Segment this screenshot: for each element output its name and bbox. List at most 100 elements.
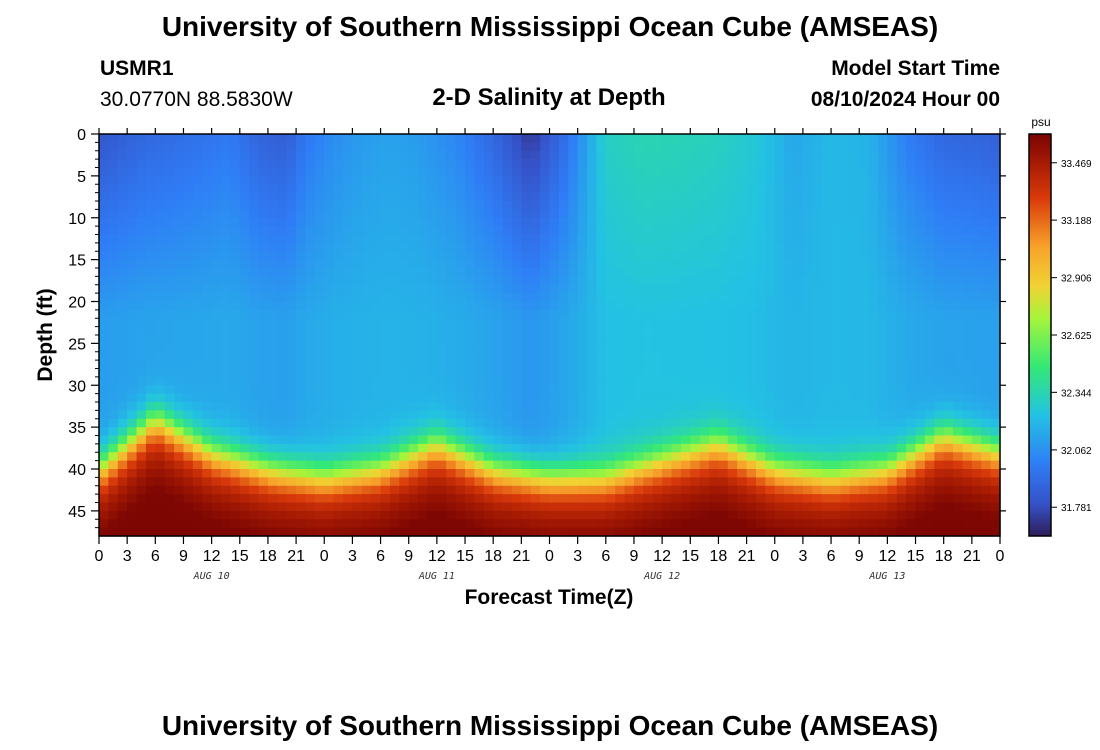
heatmap-cell (361, 150, 372, 160)
heatmap-cell (249, 318, 260, 328)
heatmap-cell (352, 527, 363, 537)
heatmap-cell (943, 276, 954, 286)
heatmap-cell (953, 393, 964, 403)
heatmap-cell (633, 510, 644, 520)
heatmap-cell (924, 393, 935, 403)
heatmap-cell (690, 217, 701, 227)
heatmap-cell (324, 301, 335, 311)
heatmap-cell (793, 469, 804, 478)
heatmap-cell (474, 452, 485, 462)
heatmap-cell (427, 226, 438, 236)
heatmap-cell (971, 192, 982, 202)
heatmap-cell (249, 393, 260, 403)
heatmap-cell (202, 293, 213, 303)
heatmap-cell (981, 284, 992, 294)
heatmap-cell (633, 175, 644, 185)
heatmap-cell (840, 368, 851, 378)
heatmap-cell (183, 259, 194, 269)
heatmap-cell (784, 192, 795, 202)
heatmap-cell (737, 150, 748, 160)
heatmap-cell (633, 209, 644, 219)
heatmap-cell (108, 301, 119, 311)
heatmap-cell (305, 301, 316, 311)
heatmap-cell (408, 175, 419, 185)
heatmap-cell (840, 443, 851, 453)
heatmap-cell (249, 134, 260, 143)
heatmap-cell (774, 326, 785, 336)
heatmap-cell (239, 318, 250, 328)
heatmap-cell (981, 427, 992, 437)
heatmap-cell (971, 376, 982, 386)
x-tick-label: 9 (179, 548, 188, 565)
heatmap-cell (577, 150, 588, 160)
heatmap-cell (718, 175, 729, 185)
heatmap-cell (305, 385, 316, 395)
heatmap-cell (971, 494, 982, 504)
heatmap-cell (821, 201, 832, 210)
heatmap-cell (502, 360, 513, 370)
heatmap-cell (587, 494, 598, 504)
heatmap-cell (953, 293, 964, 303)
heatmap-cell (943, 175, 954, 185)
heatmap-cell (840, 201, 851, 210)
heatmap-cell (699, 393, 710, 403)
heatmap-cell (389, 201, 400, 210)
heatmap-cell (962, 510, 973, 520)
heatmap-cell (812, 201, 823, 210)
heatmap-cell (371, 435, 382, 445)
heatmap-cell (906, 259, 917, 269)
heatmap-cell (953, 242, 964, 252)
heatmap-cell (699, 502, 710, 512)
heatmap-cell (333, 167, 344, 177)
heatmap-cell (549, 276, 560, 286)
heatmap-cell (934, 519, 945, 529)
heatmap-cell (371, 502, 382, 512)
heatmap-cell (380, 226, 391, 236)
heatmap-cell (474, 134, 485, 143)
heatmap-cell (887, 276, 898, 286)
heatmap-cell (924, 209, 935, 219)
heatmap-cell (549, 368, 560, 378)
colorbar-ticks: 33.46933.18832.90632.62532.34432.06231.7… (1051, 159, 1092, 514)
heatmap-cell (221, 485, 231, 495)
heatmap-cell (117, 343, 128, 353)
heatmap-cell (296, 192, 307, 202)
heatmap-cell (953, 184, 964, 194)
heatmap-cell (305, 427, 316, 437)
heatmap-cell (699, 460, 710, 470)
heatmap-cell (418, 150, 429, 160)
heatmap-cell (296, 142, 307, 152)
heatmap-cell (746, 435, 757, 445)
x-axis: 0 3 6 9 12 15 18 21 0 3 6 9 12 15 18 21 0 3 6 9 12 15 18 21 0 3 6 9… (95, 128, 1005, 582)
heatmap-cell (924, 318, 935, 328)
heatmap-cell (943, 376, 954, 386)
heatmap-cell (530, 142, 541, 152)
heatmap-cell (286, 192, 297, 202)
heatmap-cell (990, 368, 1001, 378)
heatmap-cell (877, 477, 888, 487)
heatmap-cell (755, 519, 766, 529)
heatmap-cell (174, 393, 185, 403)
heatmap-cell (465, 192, 476, 202)
heatmap-cell (549, 326, 560, 336)
heatmap-cell (831, 209, 842, 219)
heatmap-cell (737, 494, 748, 504)
heatmap-cell (812, 443, 823, 453)
heatmap-cell (502, 159, 513, 169)
heatmap-cell (380, 192, 391, 202)
heatmap-cell (568, 301, 579, 311)
heatmap-cell (840, 460, 851, 470)
heatmap-cell (530, 276, 541, 286)
heatmap-cell (953, 326, 964, 336)
heatmap-cell (934, 460, 945, 470)
heatmap-cell (755, 309, 766, 319)
heatmap-cell (765, 309, 776, 319)
heatmap-cell (587, 485, 598, 495)
heatmap-cell (277, 385, 288, 395)
heatmap-cell (221, 402, 231, 411)
heatmap-cell (314, 318, 325, 328)
x-tick-label: 0 (770, 548, 779, 565)
heatmap-cell (624, 427, 635, 437)
heatmap-cell (615, 242, 626, 252)
colorbar (1028, 133, 1052, 537)
